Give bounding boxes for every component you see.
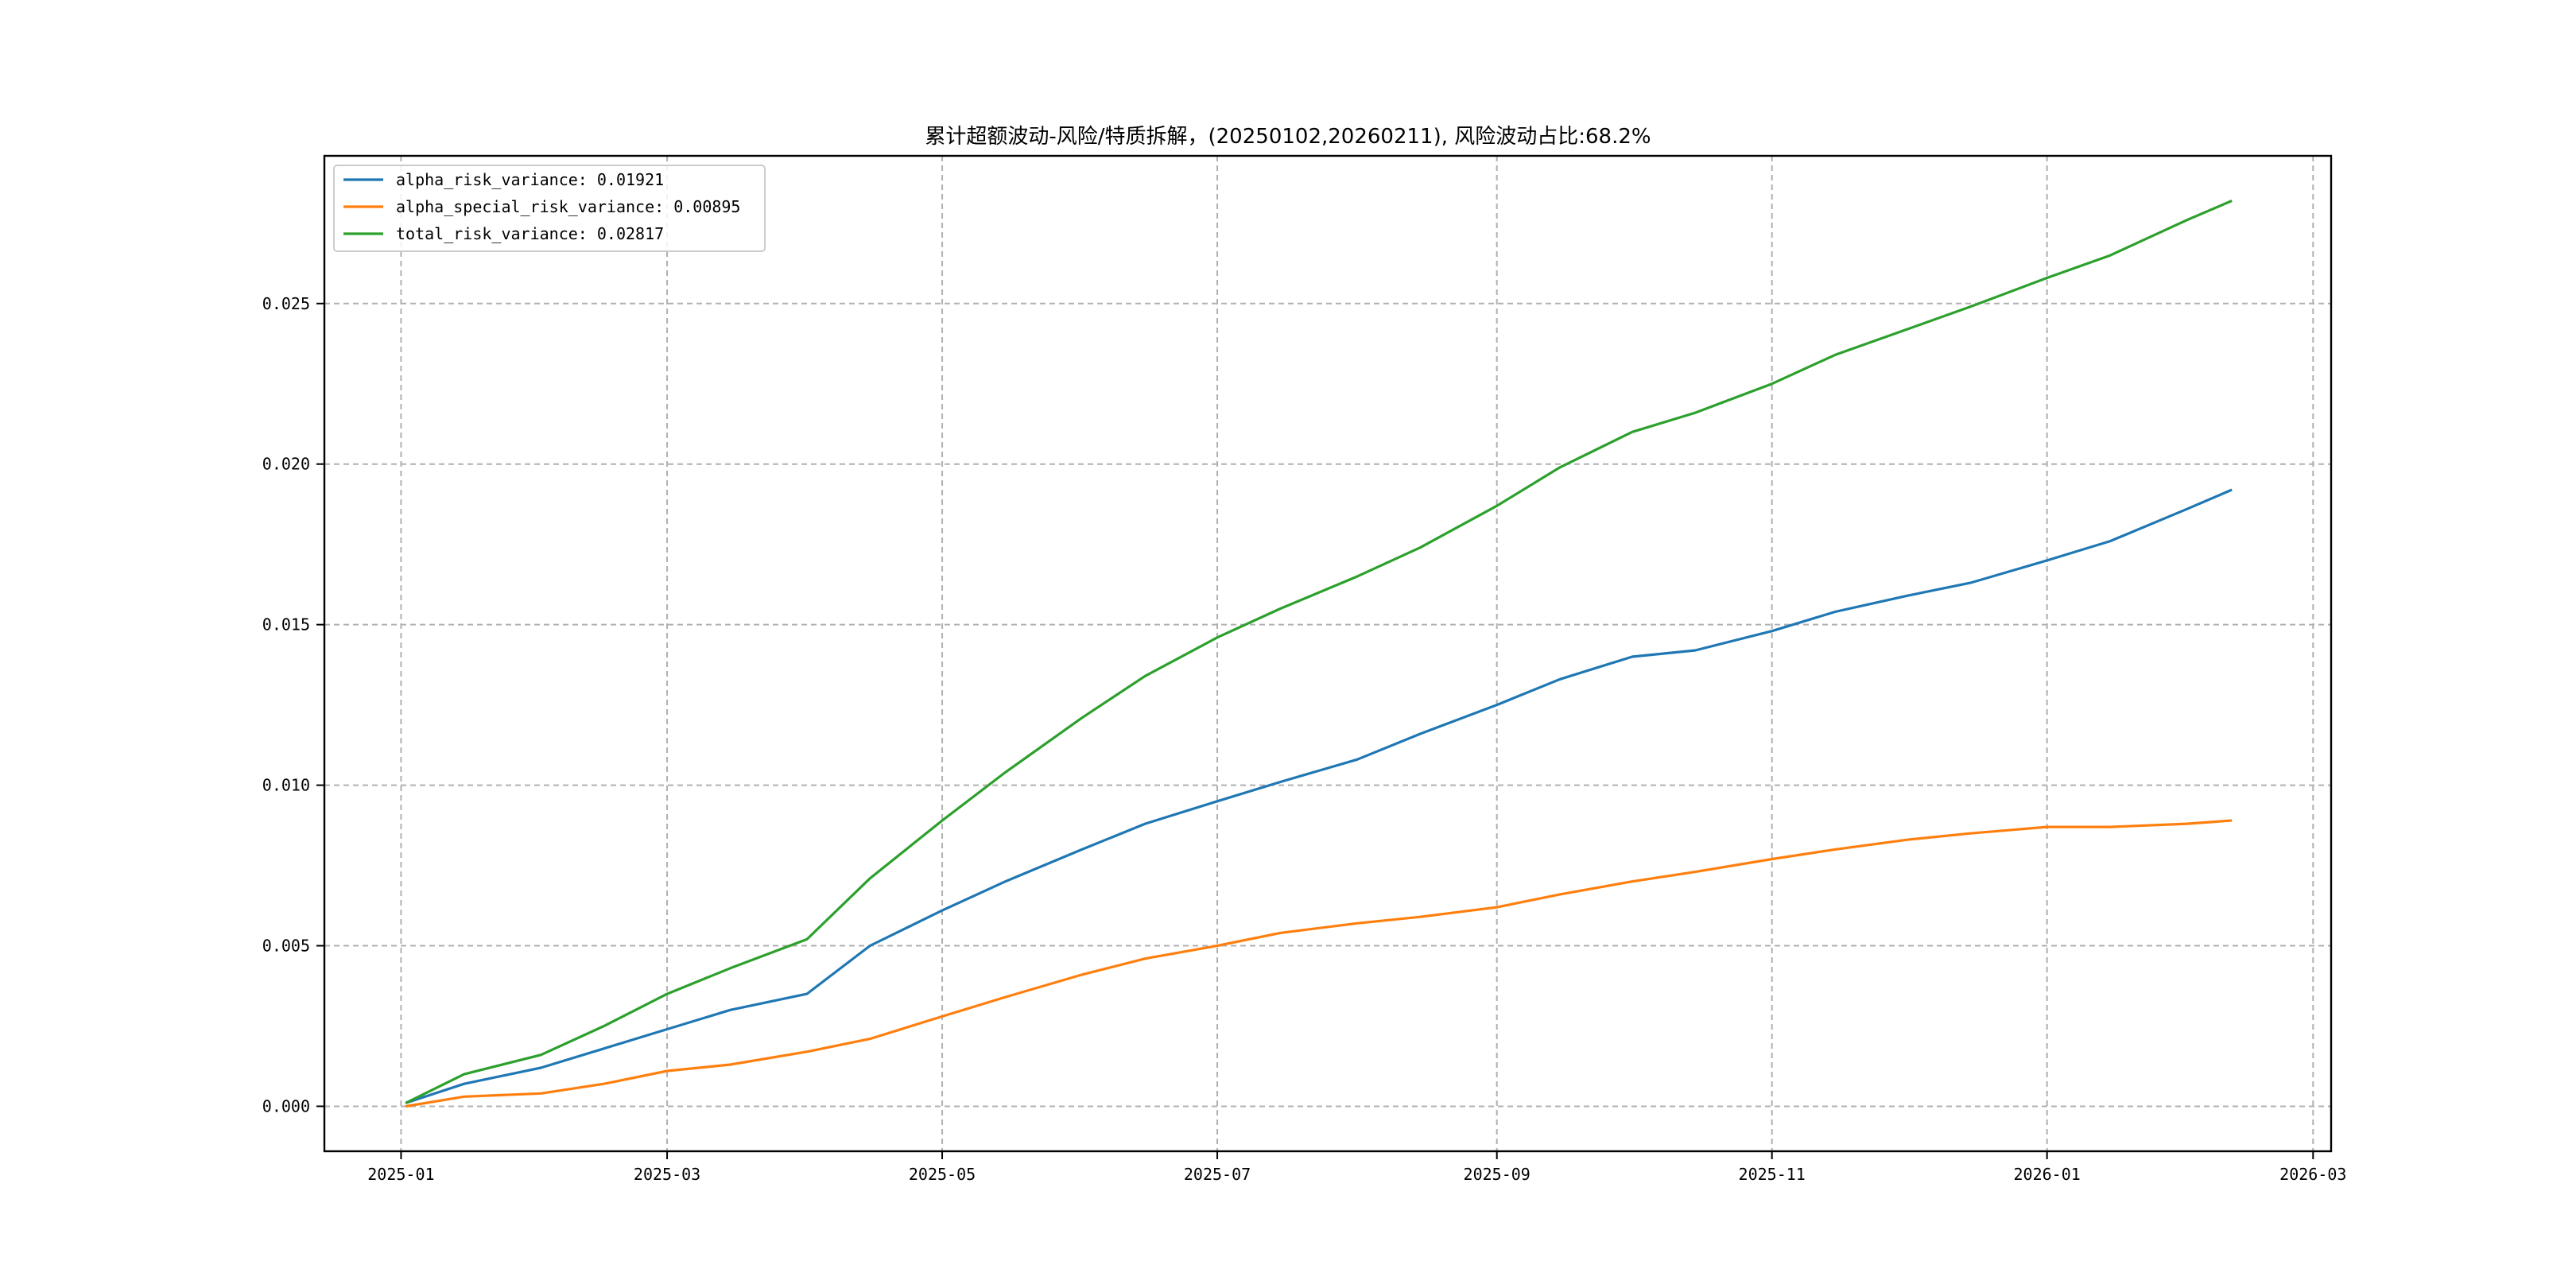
y-tick-label: 0.015 xyxy=(262,615,310,634)
x-tick-label: 2025-11 xyxy=(1739,1165,1806,1184)
grid xyxy=(324,156,2331,1151)
series-line-0 xyxy=(405,488,2233,1104)
x-tick-label: 2026-01 xyxy=(2014,1165,2081,1184)
legend-label-2: total_risk_variance: 0.02817 xyxy=(396,224,664,243)
plot-area xyxy=(323,154,2333,1153)
y-tick-label: 0.000 xyxy=(262,1096,310,1115)
x-axis-ticks: 2025-01 2025-03 2025-05 2025-07 2025-09 2025-… xyxy=(367,1151,2346,1184)
chart-title: 累计超额波动-风险/特质拆解，(20250102,20260211), 风险波动… xyxy=(925,125,1651,149)
y-tick-label: 0.005 xyxy=(262,937,310,956)
x-tick-label: 2026-03 xyxy=(2279,1165,2346,1184)
series-lines xyxy=(405,200,2233,1108)
x-tick-label: 2025-01 xyxy=(367,1165,434,1184)
y-axis-ticks: 0.000 0.005 0.010 0.015 0.020 0.025 xyxy=(262,294,324,1115)
legend-box xyxy=(333,165,766,252)
legend-label-1: alpha_special_risk_variance: 0.00895 xyxy=(396,197,740,216)
x-tick-label: 2025-05 xyxy=(909,1165,976,1184)
y-tick-label: 0.010 xyxy=(262,776,310,795)
x-tick-label: 2025-09 xyxy=(1464,1165,1530,1184)
x-tick-label: 2025-03 xyxy=(634,1165,700,1184)
y-tick-label: 0.020 xyxy=(262,455,310,474)
legend: alpha_risk_variance: 0.01921 alpha_specia… xyxy=(333,165,766,252)
legend-label-0: alpha_risk_variance: 0.01921 xyxy=(396,170,664,189)
series-line-2 xyxy=(405,200,2233,1104)
x-tick-label: 2025-07 xyxy=(1184,1165,1251,1184)
series-line-1 xyxy=(405,819,2233,1108)
y-tick-label: 0.025 xyxy=(262,294,310,313)
